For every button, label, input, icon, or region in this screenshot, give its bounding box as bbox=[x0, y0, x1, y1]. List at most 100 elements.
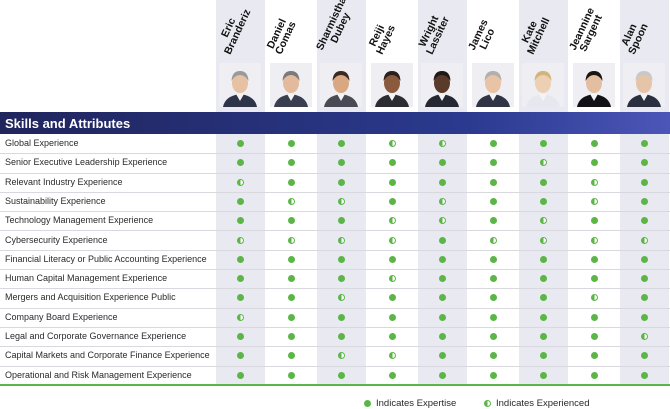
skill-label: Sustainability Experience bbox=[5, 195, 106, 206]
expertise-dot-icon bbox=[590, 371, 598, 379]
expertise-dot-icon bbox=[489, 217, 497, 225]
skill-row: Company Board Experience bbox=[0, 308, 670, 328]
skill-label: Legal and Corporate Governance Experienc… bbox=[5, 331, 187, 341]
experienced-half-dot-icon bbox=[439, 217, 446, 225]
director-photo bbox=[269, 63, 312, 107]
experienced-half-dot-icon bbox=[540, 236, 547, 244]
skill-label: Global Experience bbox=[5, 138, 79, 148]
expertise-dot-icon bbox=[388, 294, 396, 302]
skill-label: Human Capital Management Experience bbox=[5, 273, 168, 284]
expertise-dot-icon bbox=[590, 217, 598, 225]
experienced-half-dot-icon bbox=[590, 236, 598, 244]
expertise-dot-icon bbox=[590, 313, 598, 321]
expertise-dot-icon bbox=[388, 313, 396, 321]
expertise-dot-icon bbox=[641, 313, 648, 321]
skill-label: Cybersecurity Experience bbox=[5, 234, 108, 245]
expertise-dot-icon bbox=[489, 178, 497, 186]
experienced-half-dot-icon bbox=[641, 236, 648, 244]
skill-row: Operational and Risk Management Experien… bbox=[0, 366, 670, 386]
skill-row: Cybersecurity Experience bbox=[0, 231, 670, 251]
skill-label: Relevant Industry Experience bbox=[5, 176, 123, 187]
expertise-dot-icon bbox=[540, 313, 547, 321]
director-name-text: Eric Branderiz bbox=[219, 7, 254, 57]
expertise-dot-icon bbox=[287, 294, 295, 302]
experienced-half-dot-icon bbox=[338, 352, 345, 360]
expertise-dot-icon bbox=[338, 313, 345, 321]
expertise-dot-icon bbox=[590, 333, 598, 340]
expertise-dot-icon bbox=[237, 159, 244, 167]
portrait-icon bbox=[572, 63, 615, 107]
expertise-dot-icon bbox=[287, 159, 295, 167]
skill-row: Global Experience bbox=[0, 134, 670, 155]
skill-label: Mergers and Acquisition Experience Publi… bbox=[5, 292, 176, 303]
expertise-dot-icon bbox=[439, 371, 446, 379]
director-photo bbox=[522, 63, 564, 107]
skill-label: Technology Management Experience bbox=[5, 215, 154, 226]
director-photo bbox=[320, 63, 362, 107]
expertise-dot-icon bbox=[388, 255, 396, 263]
portrait-icon bbox=[471, 63, 514, 107]
director-name-text: Reiji Hayes bbox=[366, 23, 398, 57]
experienced-half-dot-icon bbox=[489, 236, 497, 244]
skill-row: Capital Markets and Corporate Finance Ex… bbox=[0, 346, 670, 367]
portrait-icon bbox=[320, 63, 362, 107]
skill-row: Legal and Corporate Governance Experienc… bbox=[0, 327, 670, 348]
experienced-half-dot-icon bbox=[540, 159, 547, 167]
portrait-icon bbox=[623, 63, 665, 107]
expertise-dot-icon bbox=[489, 313, 497, 321]
expertise-dot-icon bbox=[287, 178, 295, 186]
expertise-dot-icon bbox=[641, 275, 648, 283]
skill-row: Financial Literacy or Public Accounting … bbox=[0, 250, 670, 271]
legend-experienced-label: Indicates Experienced bbox=[496, 398, 590, 409]
expertise-dot-icon bbox=[540, 371, 547, 379]
expertise-dot-icon bbox=[540, 197, 547, 205]
portrait-icon bbox=[269, 63, 312, 107]
section-header: Skills and Attributes bbox=[0, 112, 670, 134]
expertise-dot-icon bbox=[439, 313, 446, 321]
expertise-dot-icon bbox=[641, 178, 648, 186]
expertise-dot-icon bbox=[237, 352, 244, 360]
experienced-half-dot-icon bbox=[237, 236, 244, 244]
experienced-half-dot-icon bbox=[484, 400, 491, 407]
director-name-headers: Eric Branderiz Daniel Comas Sharmistha Dub… bbox=[0, 0, 670, 62]
expertise-dot-icon bbox=[489, 294, 497, 302]
skill-row: Mergers and Acquisition Experience Publi… bbox=[0, 288, 670, 309]
expertise-dot-icon bbox=[489, 333, 497, 340]
portrait-icon bbox=[522, 63, 564, 107]
expertise-dot-icon bbox=[338, 159, 345, 167]
expertise-dot-icon bbox=[287, 217, 295, 225]
expertise-dot-icon bbox=[641, 371, 648, 379]
director-photo bbox=[471, 63, 514, 107]
expertise-dot-icon bbox=[641, 352, 648, 360]
director-name-text: Sharmistha Dubey bbox=[313, 0, 353, 53]
experienced-half-dot-icon bbox=[388, 236, 396, 244]
expertise-dot-icon bbox=[641, 197, 648, 205]
skill-label: Senior Executive Leadership Experience bbox=[5, 157, 168, 168]
expertise-dot-icon bbox=[237, 217, 244, 225]
expertise-dot-icon bbox=[590, 159, 598, 167]
director-photo bbox=[623, 63, 665, 107]
experienced-half-dot-icon bbox=[287, 197, 295, 205]
expertise-dot-icon bbox=[287, 333, 295, 340]
expertise-dot-icon bbox=[388, 178, 396, 186]
expertise-dot-icon bbox=[237, 294, 244, 302]
expertise-dot-icon bbox=[237, 255, 244, 263]
director-name: Eric Branderiz bbox=[216, 0, 265, 58]
experienced-half-dot-icon bbox=[338, 294, 345, 302]
expertise-dot-icon bbox=[388, 159, 396, 167]
expertise-dot-icon bbox=[641, 159, 648, 167]
expertise-dot-icon bbox=[540, 255, 547, 263]
skill-label: Capital Markets and Corporate Finance Ex… bbox=[5, 350, 210, 361]
expertise-dot-icon bbox=[237, 371, 244, 379]
director-name-text: Alan Spoon bbox=[619, 21, 651, 57]
expertise-dot-icon bbox=[338, 255, 345, 263]
expertise-dot-icon bbox=[237, 333, 244, 340]
section-title: Skills and Attributes bbox=[5, 116, 131, 131]
experienced-half-dot-icon bbox=[590, 197, 598, 205]
director-photo bbox=[572, 63, 615, 107]
director-name: Daniel Comas bbox=[264, 0, 316, 58]
experienced-half-dot-icon bbox=[641, 333, 648, 340]
expertise-dot-icon bbox=[338, 140, 345, 147]
director-name-text: Jeannine Sargent bbox=[566, 5, 605, 54]
expertise-dot-icon bbox=[489, 159, 497, 167]
